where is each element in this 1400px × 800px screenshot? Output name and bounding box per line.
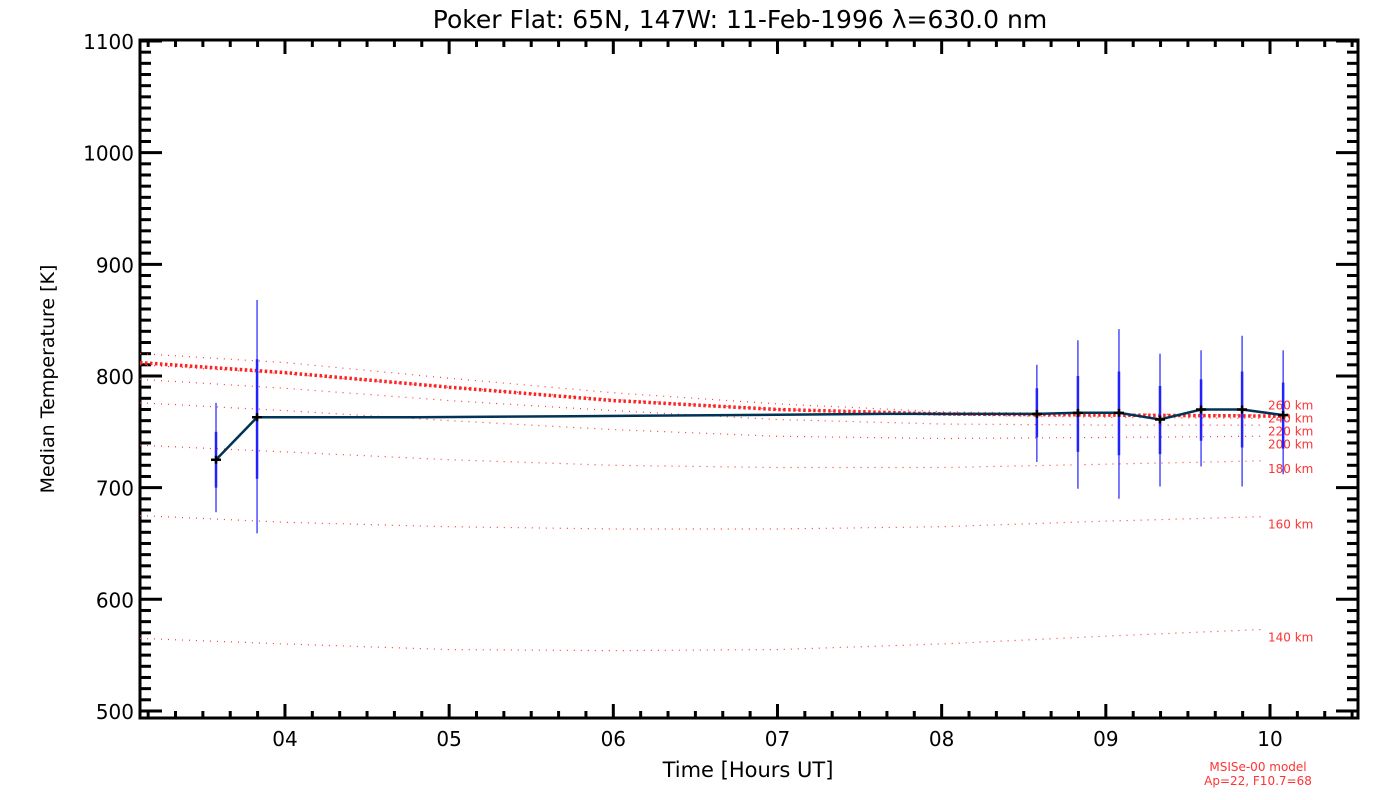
x-tick-label: 09 (1093, 727, 1118, 751)
data-point-marker (211, 455, 222, 464)
model-annotation-line1: MSISe-00 model (1209, 760, 1306, 774)
x-tick-label: 08 (929, 727, 954, 751)
x-tick-label: 05 (436, 727, 461, 751)
data-point-marker (1113, 408, 1124, 417)
data-point-marker (1031, 409, 1042, 418)
x-axis-label: Time [Hours UT] (662, 758, 834, 782)
plot-frame (138, 38, 1360, 720)
data-point-marker (1072, 408, 1083, 417)
model-annotation-line2: Ap=22, F10.7=68 (1204, 774, 1312, 788)
model-curve-label: 200 km (1268, 437, 1313, 451)
y-tick-label: 700 (96, 477, 134, 501)
chart-title: Poker Flat: 65N, 147W: 11-Feb-1996 λ=630… (433, 5, 1047, 34)
model-curve-label: 220 km (1268, 424, 1313, 438)
model-curve-240-km (139, 364, 1262, 419)
y-tick-label: 1000 (83, 142, 134, 166)
y-tick-label: 900 (96, 253, 134, 277)
data-point-marker (252, 413, 263, 422)
y-tick-label: 800 (96, 365, 134, 389)
x-tick-label: 07 (765, 727, 790, 751)
model-curve-160-km (139, 515, 1262, 530)
model-curve-label: 160 km (1268, 518, 1313, 532)
model-curve-180-km (139, 444, 1262, 469)
y-tick-label: 500 (96, 700, 134, 724)
x-tick-label: 10 (1257, 727, 1282, 751)
data-point-marker (1155, 415, 1166, 424)
measured-temperature-line (215, 408, 1284, 461)
model-curve-label: 180 km (1268, 462, 1313, 476)
y-tick-label: 1100 (83, 30, 134, 54)
model-curve-200-km (139, 402, 1262, 440)
model-curve-label: 260 km (1268, 398, 1313, 412)
y-axis-label: Median Temperature [K] (37, 265, 59, 494)
data-point-marker (1196, 405, 1207, 414)
model-fit-line (139, 360, 1290, 418)
data-point-marker (1278, 411, 1289, 420)
model-curve-140-km (139, 628, 1262, 652)
x-tick-label: 04 (272, 727, 297, 751)
model-curve-260-km (139, 353, 1262, 416)
model-curve-label: 140 km (1268, 631, 1313, 645)
x-tick-label: 06 (601, 727, 626, 751)
data-point-marker (1237, 405, 1248, 414)
y-tick-label: 600 (96, 588, 134, 612)
